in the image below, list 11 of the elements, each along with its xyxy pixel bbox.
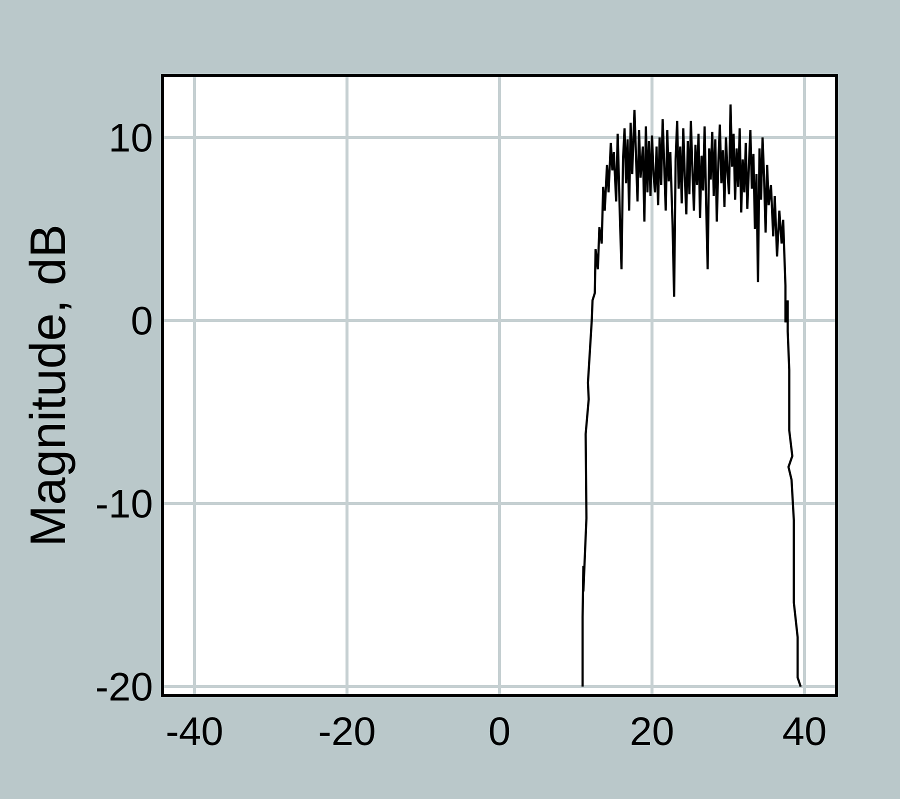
x-tick-label: -40 (166, 710, 224, 754)
y-tick-label: 10 (108, 116, 153, 160)
x-tick-label: 20 (630, 710, 674, 754)
y-tick-label: 0 (130, 300, 153, 344)
y-tick-label: -10 (95, 482, 153, 527)
x-tick-label: 0 (488, 710, 511, 754)
line-series (582, 103, 802, 688)
y-tick-label: -20 (95, 666, 153, 710)
x-tick-label: 40 (782, 710, 827, 754)
y-axis-title: Magnitude, dB (20, 224, 76, 547)
x-tick-label: -20 (318, 710, 376, 754)
